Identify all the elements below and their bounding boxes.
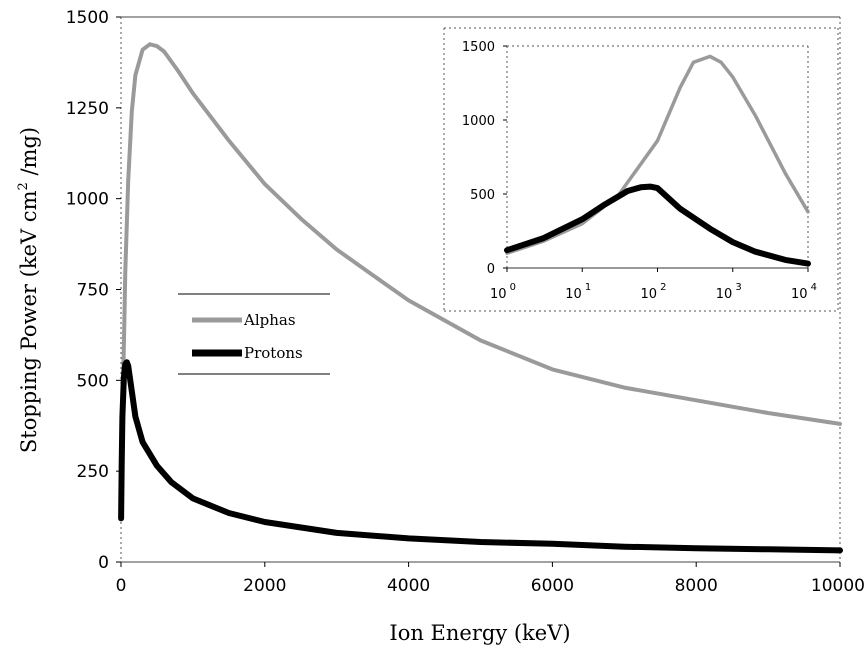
inset-y-ticks: 0 500 1000 1500 [462, 40, 507, 277]
inset-y-tick-label: 1000 [462, 114, 495, 129]
inset-y-tick-label: 500 [470, 188, 495, 203]
main-series [118, 42, 843, 554]
main-x-tick-label: 10000 [811, 576, 865, 596]
main-y-tick-label: 250 [77, 462, 109, 482]
main-y-tick-label: 500 [77, 371, 109, 391]
main-x-ticks: 0 2000 4000 6000 8000 10000 [116, 562, 865, 596]
inset-x-ticks: 10 0 10 1 10 2 10 3 10 4 [490, 268, 817, 302]
inset-series-line-protons [504, 183, 811, 267]
inset-y-tick-label: 1500 [462, 40, 495, 55]
main-y-tick-label: 1500 [66, 8, 109, 28]
main-x-tick-label: 8000 [675, 576, 718, 596]
inset-background [444, 28, 838, 311]
y-axis-title-main: Stopping Power (keV cm [17, 190, 41, 453]
inset-x-tick-label: 10 4 [791, 282, 817, 302]
inset-plot: 0 500 1000 1500 10 0 10 1 10 2 10 3 10 4 [443, 27, 839, 312]
inset-x-tick-label: 10 3 [716, 282, 742, 302]
main-x-tick-label: 6000 [531, 576, 574, 596]
main-x-tick-label: 0 [116, 576, 127, 596]
main-x-tick-label: 2000 [243, 576, 286, 596]
series-line-protons [118, 359, 843, 554]
inset-series-line-alphas [505, 54, 810, 255]
inset-series [504, 54, 811, 267]
y-axis-title-units: /mg) [17, 127, 41, 182]
legend-label-protons: Protons [244, 344, 303, 362]
legend-label-alphas: Alphas [243, 311, 296, 329]
main-y-tick-label: 750 [77, 281, 109, 301]
inset-y-tick-label: 0 [487, 262, 495, 277]
inset-x-tick-label: 10 0 [490, 282, 516, 302]
x-axis-title: Ion Energy (keV) [389, 621, 570, 645]
y-axis-title: Stopping Power (keV cm2 /mg) [16, 127, 41, 453]
legend: Alphas Protons [178, 293, 330, 375]
main-y-ticks: 0 250 500 750 1000 1250 1500 [66, 8, 121, 573]
main-y-tick-label: 1000 [66, 190, 109, 210]
main-y-tick-label: 0 [98, 553, 109, 573]
inset-x-tick-label: 10 1 [565, 282, 591, 302]
y-axis-title-superscript: 2 [16, 182, 31, 190]
main-x-tick-label: 4000 [387, 576, 430, 596]
inset-x-tick-label: 10 2 [641, 282, 667, 302]
series-line-alphas [119, 42, 842, 521]
main-y-tick-label: 1250 [66, 99, 109, 119]
